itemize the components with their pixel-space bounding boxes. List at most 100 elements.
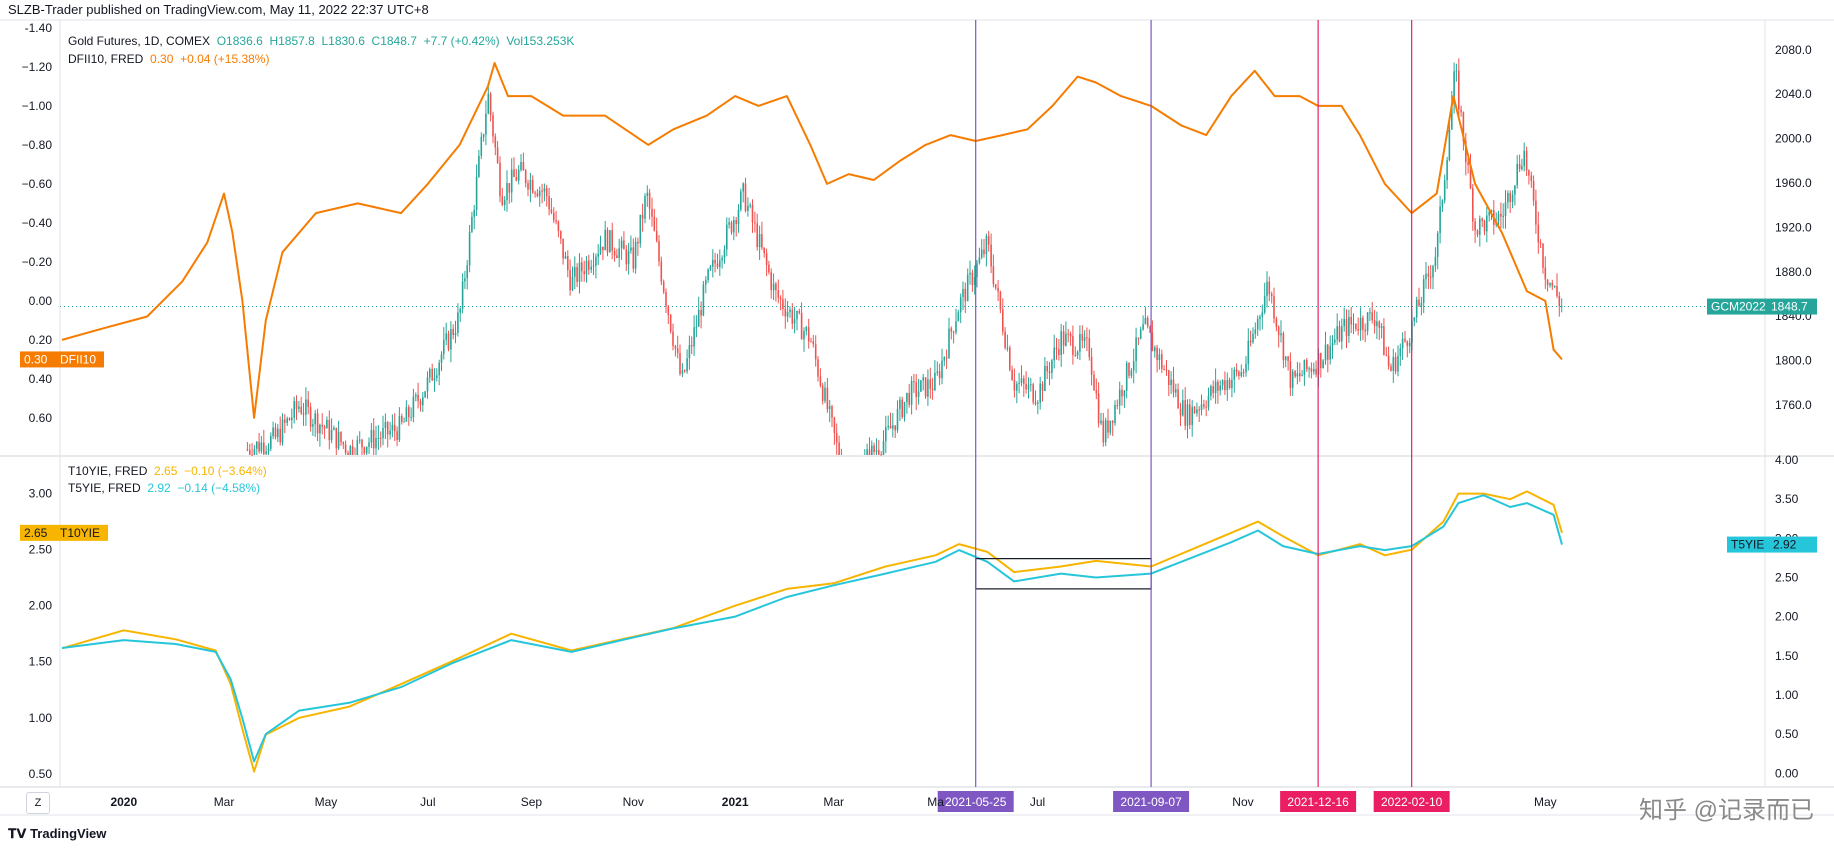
gold-candle-body: [541, 190, 543, 192]
gold-candle-body: [249, 449, 251, 455]
gold-candle-body: [1406, 341, 1409, 347]
gold-candle-body: [758, 234, 761, 248]
legend-gold[interactable]: Gold Futures, 1D, COMEX O1836.6 H1857.8 …: [68, 34, 574, 48]
gold-candle-body: [585, 260, 588, 275]
t10yie-current-value-bg: [20, 524, 108, 541]
gold-candle-body: [616, 255, 618, 258]
gold-candle-body: [1144, 318, 1147, 325]
zoom-button[interactable]: Z: [26, 792, 50, 814]
legend-t10yie[interactable]: T10YIE, FRED 2.65 −0.10 (−3.64%): [68, 464, 267, 478]
gold-candle-body: [814, 344, 817, 360]
gold-candle-body: [1357, 329, 1359, 331]
gold-candle-body: [1479, 218, 1481, 235]
marker-label: 2022-02-10: [1381, 795, 1443, 809]
gold-candle-body: [1132, 361, 1135, 371]
gold-candle-body: [983, 249, 985, 255]
gold-candle-body: [705, 279, 707, 285]
gold-candle-body: [990, 244, 992, 267]
gold-candle-body: [1238, 371, 1240, 376]
gold-candle-body: [1137, 337, 1140, 339]
marker-label-bg: [1113, 791, 1190, 812]
gold-candle-body: [550, 209, 553, 213]
gold-candle-body: [1364, 329, 1366, 332]
gold-candle-body: [613, 250, 616, 256]
gold-candle-body: [962, 288, 964, 298]
tradingview-logo[interactable]: 𝐓𝗩 TradingView: [8, 826, 106, 842]
gold-candle-body: [1453, 71, 1455, 104]
gold-candle-body: [401, 416, 403, 422]
gold-candle-body: [368, 442, 370, 447]
gold-candle-body: [480, 136, 483, 156]
gold-candle-body: [457, 312, 459, 333]
gold-candle-body: [1193, 406, 1196, 414]
gold-candle-body: [1427, 273, 1430, 277]
gold-candle-body: [1310, 368, 1313, 372]
gold-candle-body: [1303, 359, 1306, 376]
gold-current-bg: [1707, 298, 1817, 315]
right-axis-tick-top: 2000.0: [1775, 132, 1812, 146]
gold-candle-body: [634, 241, 637, 269]
gold-candle-body: [393, 424, 396, 432]
gold-candle-body: [1242, 372, 1245, 374]
gold-candle-body: [948, 328, 950, 359]
gold-candle-body: [1401, 338, 1404, 349]
gold-candle-body: [817, 359, 819, 377]
legend-t5yie[interactable]: T5YIE, FRED 2.92 −0.14 (−4.58%): [68, 481, 260, 495]
gold-candle-body: [396, 431, 398, 440]
x-axis-tick: 2021: [722, 795, 749, 809]
gold-candle-body: [595, 256, 597, 266]
gold-candle-body: [709, 266, 712, 270]
gold-candle-body: [342, 442, 345, 445]
gold-candle-body: [1436, 233, 1439, 257]
legend-t5yie-value: 2.92: [147, 481, 171, 495]
gold-candle-body: [882, 441, 885, 455]
gold-candle-body: [1359, 317, 1362, 331]
gold-candle-body: [1348, 316, 1350, 336]
gold-candle-body: [270, 436, 272, 449]
gold-candle-body: [938, 371, 941, 379]
gold-candle-body: [775, 283, 777, 291]
gold-candle-body: [1016, 383, 1018, 391]
gold-candle-body: [994, 284, 997, 288]
gold-candle-body: [1011, 369, 1013, 380]
gold-candle-body: [1284, 356, 1287, 361]
gold-candle-body: [768, 264, 770, 273]
gold-candle-body: [660, 261, 663, 282]
gold-candle-body: [1341, 326, 1343, 342]
gold-candle-body: [1114, 405, 1116, 423]
right-axis-tick-bottom: 3.50: [1775, 492, 1799, 506]
gold-candle-body: [1203, 404, 1205, 407]
gold-candle-body: [1051, 360, 1053, 373]
gold-candle-body: [676, 348, 679, 353]
x-axis-tick: Nov: [1232, 795, 1253, 809]
gold-candle-body: [592, 265, 595, 267]
gold-candle-body: [1525, 150, 1528, 171]
marker-label: 2021-09-07: [1120, 795, 1182, 809]
gold-candle-body: [1245, 363, 1247, 373]
right-axis-tick-top: 2040.0: [1775, 87, 1812, 101]
gold-candle-body: [1266, 281, 1268, 296]
legend-gold-low: L1830.6: [321, 34, 365, 48]
gold-candle-body: [712, 259, 714, 267]
gold-candle-body: [1191, 406, 1193, 425]
gold-candle-body: [653, 216, 656, 231]
gold-candle-body: [810, 341, 812, 343]
gold-candle-body: [576, 267, 578, 282]
gold-candle-body: [496, 147, 499, 163]
gold-candle-body: [896, 408, 899, 431]
gold-candle-body: [1168, 370, 1170, 385]
gold-candle-body: [522, 162, 525, 171]
gold-candle-body: [305, 399, 307, 415]
gold-candle-body: [501, 196, 504, 205]
legend-dfii10[interactable]: DFII10, FRED 0.30 +0.04 (+15.38%): [68, 52, 269, 66]
gold-candle-body: [1511, 194, 1514, 202]
gold-candle-body: [826, 387, 829, 410]
gold-candle-body: [803, 331, 805, 340]
left-axis-tick-top: −0.20: [22, 255, 53, 269]
gold-candle-body: [410, 417, 412, 419]
gold-candle-body: [1048, 371, 1051, 373]
gold-candle-body: [466, 265, 468, 279]
gold-candle-body: [536, 193, 539, 197]
gold-candle-body: [1376, 321, 1378, 327]
